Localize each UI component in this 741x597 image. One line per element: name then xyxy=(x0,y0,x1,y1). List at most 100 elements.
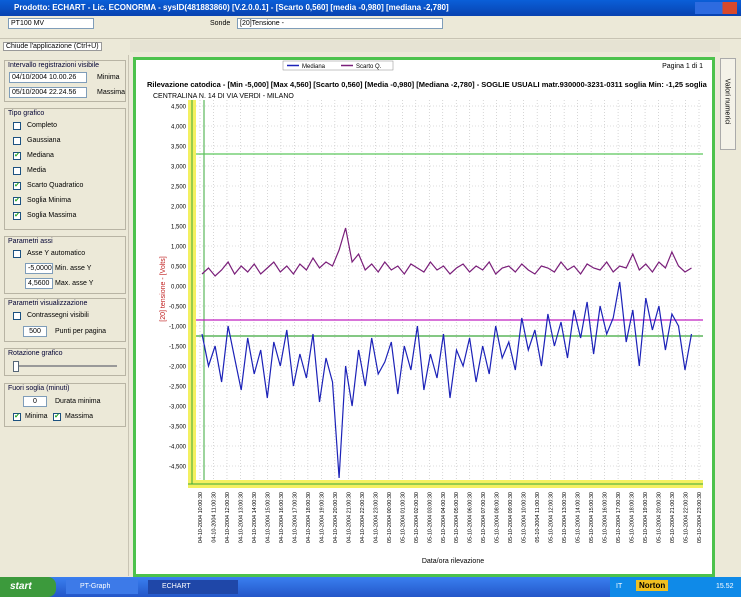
x-tick-label: 05-10-2004 19:00:30 xyxy=(643,492,649,543)
slider-track[interactable] xyxy=(13,365,117,367)
norton[interactable]: Norton xyxy=(636,580,669,591)
checkbox-label: Soglia Minima xyxy=(27,197,71,204)
task-button[interactable]: PT-Graph xyxy=(66,580,138,594)
x-tick-label: 04-10-2004 11:00:30 xyxy=(211,492,217,543)
x-tick-label: 05-10-2004 09:00:30 xyxy=(508,492,514,543)
legend-label: Scarto Q. xyxy=(356,64,382,70)
axes-group: Parametri assi Asse Y automatico -5,0000… xyxy=(4,236,126,294)
window-buttons[interactable] xyxy=(695,2,737,14)
checkbox-label: Soglia Massima xyxy=(27,212,77,219)
checkbox[interactable]: ✔ xyxy=(13,152,21,160)
tab[interactable]: Chiude l'applicazione (Ctrl+U) xyxy=(3,42,102,51)
x-tick-label: 05-10-2004 01:00:30 xyxy=(400,492,406,543)
x-tick-label: 05-10-2004 12:00:30 xyxy=(549,492,555,543)
task-button[interactable]: ECHART xyxy=(148,580,238,594)
checkbox[interactable] xyxy=(13,137,21,145)
slider-thumb[interactable] xyxy=(13,361,19,372)
group-title: Fuori soglia (minuti) xyxy=(8,385,70,392)
duration-label: Durata minima xyxy=(55,398,101,405)
probe-select[interactable]: PT100 MV xyxy=(8,18,94,29)
x-tick-label: 04-10-2004 18:00:30 xyxy=(306,492,312,543)
language: IT xyxy=(616,583,623,590)
x-tick-label: 04-10-2004 20:00:30 xyxy=(333,492,339,543)
max-date[interactable]: 05/10/2004 22.24.56 xyxy=(9,87,87,98)
x-tick-label: 05-10-2004 06:00:30 xyxy=(468,492,474,543)
x-tick-label: 05-10-2004 10:00:30 xyxy=(522,492,528,543)
y-tick-label: -4,500 xyxy=(169,465,187,471)
series-line xyxy=(201,227,692,277)
y-tick-label: 3,000 xyxy=(171,165,187,171)
x-tick-label: 05-10-2004 02:00:30 xyxy=(414,492,420,543)
x-tick-label: 05-10-2004 22:00:30 xyxy=(684,492,690,543)
start-button[interactable]: start xyxy=(0,577,56,597)
x-tick-label: 04-10-2004 22:00:30 xyxy=(360,492,366,543)
x-tick-label: 05-10-2004 15:00:30 xyxy=(589,492,595,543)
y-tick-label: -1,000 xyxy=(169,325,187,331)
checkbox-label: Asse Y automatico xyxy=(27,250,86,257)
x-tick-label: 05-10-2004 03:00:30 xyxy=(427,492,433,543)
y-tick-label: -3,500 xyxy=(169,425,187,431)
x-tick-label: 04-10-2004 14:00:30 xyxy=(252,492,258,543)
x-tick-label: 05-10-2004 08:00:30 xyxy=(495,492,501,543)
tab-strip xyxy=(130,40,720,52)
x-tick-label: 05-10-2004 20:00:30 xyxy=(657,492,663,543)
x-tick-label: 05-10-2004 00:00:30 xyxy=(387,492,393,543)
duration[interactable]: 0 xyxy=(23,396,47,407)
threshold-group: Fuori soglia (minuti) 0 Durata minima ✔ … xyxy=(4,383,126,427)
checkbox[interactable]: ✔ xyxy=(13,182,21,190)
interval-group: Intervallo registrazioni visibile 04/10/… xyxy=(4,60,126,102)
checkbox-label: Media xyxy=(27,167,47,174)
x-tick-label: 05-10-2004 14:00:30 xyxy=(576,492,582,543)
checkbox[interactable] xyxy=(13,250,21,258)
sonde-label: Sonde xyxy=(210,20,231,27)
group-title: Parametri assi xyxy=(8,238,53,245)
min-label: Minima xyxy=(97,74,120,81)
side-tab[interactable] xyxy=(720,58,736,150)
checkbox-label: Scarto Quadratico xyxy=(27,182,84,189)
y-tick-label: 1,000 xyxy=(171,245,187,251)
x-tick-label: 04-10-2004 17:00:30 xyxy=(292,492,298,543)
y-tick-label: 4,000 xyxy=(171,125,187,131)
checkbox[interactable]: ✔ xyxy=(13,413,21,421)
y-tick-label: 2,500 xyxy=(171,185,187,191)
max-y-label: Max. asse Y xyxy=(55,280,94,287)
display-group: Parametri visualizzazione Contrassegni v… xyxy=(4,298,126,342)
x-tick-label: 05-10-2004 17:00:30 xyxy=(616,492,622,543)
y-tick-label: 3,500 xyxy=(171,145,187,151)
x-tick-label: 05-10-2004 23:00:30 xyxy=(697,492,703,543)
min-y-label: Min. asse Y xyxy=(55,265,92,272)
x-tick-label: 05-10-2004 11:00:30 xyxy=(535,492,541,543)
checkbox[interactable]: ✔ xyxy=(53,413,61,421)
checkbox[interactable] xyxy=(13,167,21,175)
chart-title: Rilevazione catodica - [Min -5,000] [Max… xyxy=(147,80,708,89)
y-tick-label: -0,500 xyxy=(169,305,187,311)
checkbox[interactable]: ✔ xyxy=(13,212,21,220)
min-y[interactable]: -5,0000 xyxy=(25,263,53,274)
sonde-select[interactable]: [20]Tensione - xyxy=(237,18,443,29)
checkbox-label: Massima xyxy=(65,413,94,420)
group-title: Tipo grafico xyxy=(8,110,45,117)
checkbox[interactable] xyxy=(13,312,21,320)
x-tick-label: 05-10-2004 07:00:30 xyxy=(481,492,487,543)
page-indicator: Pagina 1 di 1 xyxy=(662,63,703,70)
clock: 15.52 xyxy=(716,583,734,590)
checkbox-label: Completo xyxy=(27,122,57,129)
x-tick-label: 05-10-2004 16:00:30 xyxy=(603,492,609,543)
checkbox-label: Contrassegni visibili xyxy=(27,312,89,319)
max-label: Massima xyxy=(97,89,126,96)
x-tick-label: 04-10-2004 10:00:30 xyxy=(198,492,204,543)
min-date[interactable]: 04/10/2004 10.00.26 xyxy=(9,72,87,83)
x-tick-label: 04-10-2004 21:00:30 xyxy=(346,492,352,543)
window-title: Prodotto: ECHART - Lic. ECONORMA - sysID… xyxy=(14,3,449,12)
points-label: Punti per pagina xyxy=(55,328,106,335)
points[interactable]: 500 xyxy=(23,326,47,337)
y-tick-label: -2,000 xyxy=(169,365,187,371)
checkbox[interactable] xyxy=(13,122,21,130)
max-y[interactable]: 4,5600 xyxy=(25,278,53,289)
y-tick-label: -2,500 xyxy=(169,385,187,391)
checkbox[interactable]: ✔ xyxy=(13,197,21,205)
x-tick-label: 04-10-2004 19:00:30 xyxy=(319,492,325,543)
x-tick-label: 04-10-2004 15:00:30 xyxy=(265,492,271,543)
x-tick-label: 05-10-2004 13:00:30 xyxy=(562,492,568,543)
